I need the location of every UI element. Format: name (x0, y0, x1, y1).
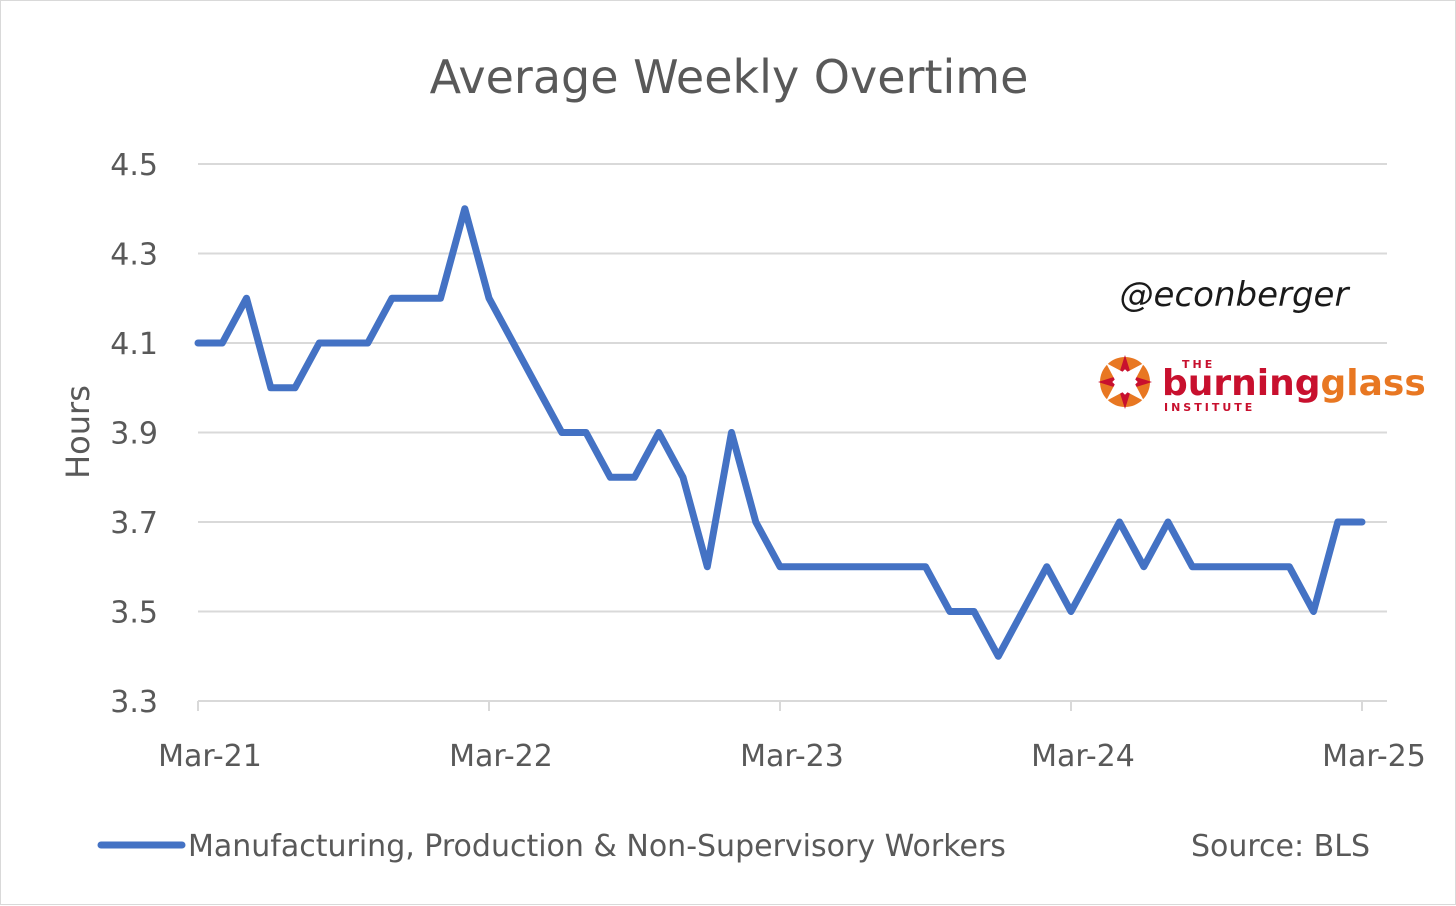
series-lines (194, 205, 1366, 660)
author-handle: @econberger (1120, 275, 1351, 315)
y-tick-label: 4.1 (110, 327, 158, 362)
sun-icon (1098, 355, 1152, 409)
series-line (194, 205, 1366, 660)
legend-label: Manufacturing, Production & Non-Supervis… (188, 829, 1006, 864)
logo-the: THE (1182, 358, 1215, 371)
x-tick-label: Mar-25 (1322, 739, 1426, 774)
logo-glass: glass (1321, 363, 1426, 404)
x-tick-label: Mar-22 (449, 739, 553, 774)
svg-text:burningglass: burningglass (1162, 363, 1426, 404)
y-axis-title: Hours (59, 385, 97, 479)
y-tick-label: 3.5 (110, 596, 158, 631)
x-axis: Mar-21 Mar-22 Mar-23 Mar-24 Mar-25 (158, 700, 1426, 774)
y-tick-label: 4.3 (110, 238, 158, 273)
y-tick-label: 3.9 (110, 417, 158, 452)
gridlines (198, 163, 1387, 613)
y-axis-ticks: 4.5 4.3 4.1 3.9 3.7 3.5 3.3 (110, 148, 158, 720)
x-tick-label: Mar-21 (158, 739, 262, 774)
chart-title: Average Weekly Overtime (430, 50, 1029, 104)
y-tick-label: 3.7 (110, 506, 158, 541)
source-note: Source: BLS (1191, 829, 1370, 864)
y-tick-label: 3.3 (110, 685, 158, 720)
x-tick-label: Mar-24 (1031, 739, 1135, 774)
burning-glass-logo: THE burningglass INSTITUTE (1098, 355, 1426, 414)
legend: Manufacturing, Production & Non-Supervis… (97, 829, 1006, 864)
x-tick-label: Mar-23 (740, 739, 844, 774)
logo-institute: INSTITUTE (1164, 401, 1255, 414)
logo-burning: burning (1162, 363, 1321, 404)
y-tick-label: 4.5 (110, 148, 158, 183)
